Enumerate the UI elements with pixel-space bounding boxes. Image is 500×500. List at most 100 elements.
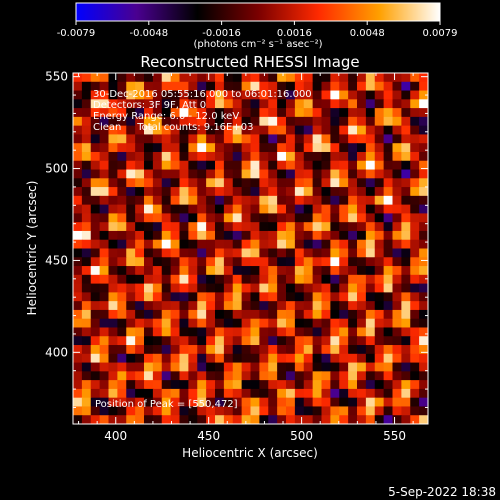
- heatmap-cell: [286, 90, 296, 100]
- heatmap-cell: [383, 204, 394, 215]
- heatmap-cell: [170, 213, 181, 223]
- heatmap-cell: [410, 415, 420, 424]
- heatmap-cell: [348, 99, 358, 109]
- heatmap-cell: [392, 274, 402, 285]
- heatmap-cell: [152, 222, 163, 232]
- heatmap-cell: [410, 266, 420, 276]
- heatmap-cell: [206, 151, 216, 162]
- heatmap-cell: [188, 151, 198, 162]
- heatmap-cell: [90, 266, 101, 276]
- heatmap-cell: [215, 134, 225, 144]
- heatmap-cell: [232, 257, 243, 267]
- heatmap-cell: [135, 371, 145, 381]
- heatmap-cell: [294, 204, 305, 215]
- heatmap-cell: [419, 108, 428, 118]
- heatmap-cell: [410, 134, 420, 144]
- heatmap-cell: [197, 371, 207, 381]
- heatmap-cell: [321, 213, 331, 223]
- heatmap-cell: [339, 362, 349, 372]
- heatmap-cell: [117, 371, 127, 381]
- heatmap-cell: [144, 169, 154, 179]
- heatmap-cell: [339, 388, 349, 399]
- heatmap-cell: [294, 222, 305, 232]
- heatmap-cell: [241, 151, 252, 162]
- heatmap-cell: [277, 230, 287, 241]
- heatmap-cell: [303, 248, 314, 258]
- heatmap-cell: [197, 292, 207, 302]
- heatmap-cell: [161, 151, 172, 162]
- heatmap-cell: [259, 178, 269, 188]
- heatmap-cell: [303, 380, 314, 390]
- heatmap-cell: [135, 301, 145, 311]
- heatmap-cell: [374, 178, 385, 188]
- heatmap-cell: [73, 99, 83, 109]
- heatmap-cell: [161, 345, 172, 355]
- heatmap-cell: [294, 362, 305, 372]
- heatmap-cell: [383, 222, 394, 232]
- heatmap-cell: [144, 143, 154, 153]
- heatmap-cell: [152, 336, 163, 346]
- heatmap-cell: [392, 213, 402, 223]
- heatmap-cell: [401, 309, 411, 320]
- heatmap-cell: [259, 353, 269, 364]
- heatmap-cell: [303, 134, 314, 144]
- heatmap-cell: [215, 222, 225, 232]
- heatmap-cell: [90, 73, 101, 83]
- heatmap-cell: [135, 204, 145, 215]
- heatmap-cell: [401, 362, 411, 372]
- heatmap-cell: [161, 116, 172, 127]
- heatmap-cell: [73, 309, 83, 320]
- heatmap-cell: [259, 213, 269, 223]
- heatmap-cell: [401, 336, 411, 346]
- heatmap-cell: [401, 73, 411, 83]
- heatmap-cell: [250, 301, 260, 311]
- heatmap-cell: [73, 116, 83, 127]
- heatmap-cell: [259, 406, 269, 416]
- heatmap-cell: [99, 222, 110, 232]
- heatmap-cell: [232, 178, 243, 188]
- heatmap-cell: [241, 213, 252, 223]
- heatmap-cell: [277, 388, 287, 399]
- heatmap-cell: [259, 151, 269, 162]
- heatmap-cell: [108, 406, 118, 416]
- heatmap-cell: [73, 160, 83, 171]
- colorbar-tick-label: -0.0048: [129, 28, 168, 39]
- heatmap-cell: [197, 406, 207, 416]
- heatmap-cell: [419, 143, 428, 153]
- heatmap-cell: [312, 266, 323, 276]
- heatmap-cell: [108, 388, 118, 399]
- heatmap-cell: [294, 397, 305, 408]
- heatmap-cell: [81, 309, 92, 320]
- heatmap-cell: [232, 318, 243, 329]
- heatmap-cell: [161, 108, 172, 118]
- heatmap-cell: [223, 274, 234, 285]
- heatmap-cell: [294, 318, 305, 329]
- heatmap-cell: [179, 353, 189, 364]
- heatmap-cell: [365, 301, 376, 311]
- heatmap-cell: [410, 160, 420, 171]
- heatmap-cell: [374, 151, 385, 162]
- heatmap-cell: [73, 345, 83, 355]
- heatmap-cell: [241, 406, 252, 416]
- heatmap-cell: [73, 134, 83, 144]
- heatmap-cell: [73, 90, 83, 100]
- heatmap-cell: [188, 230, 198, 241]
- heatmap-cell: [312, 125, 323, 136]
- heatmap-cell: [303, 169, 314, 179]
- heatmap-cell: [383, 99, 394, 109]
- heatmap-cell: [348, 81, 358, 92]
- heatmap-cell: [99, 187, 110, 197]
- heatmap-cell: [108, 151, 118, 162]
- heatmap-cell: [81, 90, 92, 100]
- heatmap-cell: [383, 397, 394, 408]
- heatmap-cell: [206, 380, 216, 390]
- heatmap-cell: [232, 143, 243, 153]
- heatmap-cell: [277, 143, 287, 153]
- heatmap-cell: [161, 230, 172, 241]
- heatmap-cell: [117, 283, 127, 293]
- heatmap-cell: [401, 99, 411, 109]
- heatmap-cell: [401, 380, 411, 390]
- heatmap-cell: [215, 371, 225, 381]
- heatmap-cell: [268, 283, 278, 293]
